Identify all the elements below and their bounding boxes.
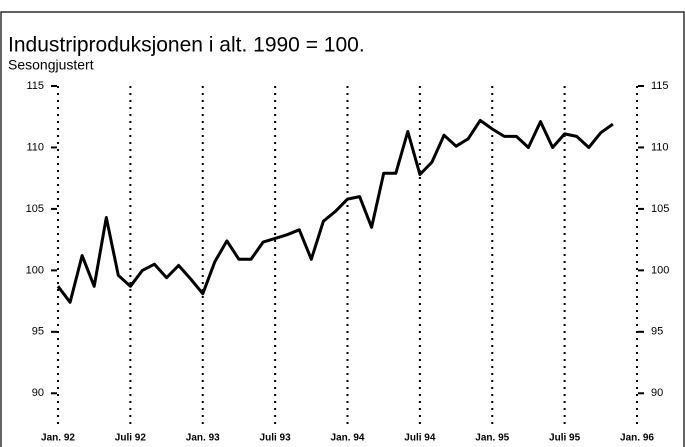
data-line bbox=[56, 118, 614, 304]
y2-tick-label: 110 bbox=[651, 141, 669, 153]
x-tick-label: Jan. 93 bbox=[186, 433, 220, 444]
chart-subtitle: Sesongjustert bbox=[8, 57, 94, 73]
y2-tick-label: 105 bbox=[651, 203, 669, 215]
y-tick-label: 110 bbox=[26, 141, 44, 153]
y2-tick-label: 115 bbox=[651, 80, 669, 92]
x-tick-label: Jan. 92 bbox=[41, 433, 75, 444]
x-tick-label: Juli 92 bbox=[115, 433, 147, 444]
x-tick-label: Juli 95 bbox=[549, 433, 581, 444]
y-tick-label: 115 bbox=[26, 80, 44, 92]
y2-tick-label: 95 bbox=[651, 326, 663, 338]
y-tick-label: 90 bbox=[32, 387, 44, 399]
x-tick-label: Juli 94 bbox=[404, 433, 436, 444]
x-tick-label: Jan. 96 bbox=[620, 433, 654, 444]
y-tick-label: 100 bbox=[26, 264, 44, 276]
x-tick-label: Jan. 95 bbox=[475, 433, 509, 444]
x-tick-label: Jan. 94 bbox=[331, 433, 365, 444]
frame bbox=[0, 11, 685, 447]
y2-tick-label: 90 bbox=[651, 387, 663, 399]
chart-title: Industriproduksjonen i alt. 1990 = 100. bbox=[8, 34, 365, 57]
x-tick-label: Juli 93 bbox=[260, 433, 292, 444]
y-tick-label: 95 bbox=[32, 326, 44, 338]
y2-tick-label: 100 bbox=[651, 264, 669, 276]
y-tick-label: 105 bbox=[26, 203, 44, 215]
